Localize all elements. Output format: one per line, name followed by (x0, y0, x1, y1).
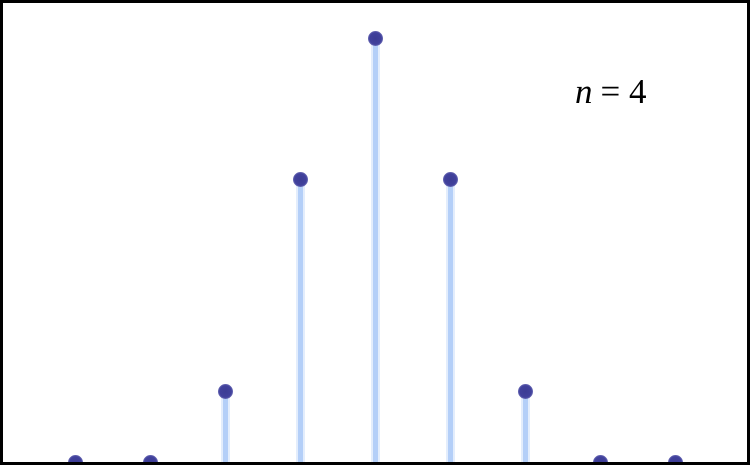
data-point-marker (292, 171, 308, 187)
data-point-marker (592, 454, 608, 462)
stem-line (370, 38, 380, 462)
stem-line (520, 391, 530, 462)
data-point-marker (67, 454, 83, 462)
data-point-marker (517, 383, 533, 399)
data-point-marker (142, 454, 158, 462)
stem-line (295, 179, 305, 462)
n-value: = 4 (600, 72, 647, 111)
stem-line (220, 391, 230, 462)
stem-line (445, 179, 455, 462)
data-point-marker (367, 30, 383, 46)
data-point-marker (217, 383, 233, 399)
n-equals-label: n = 4 (575, 71, 647, 113)
plot-area (3, 3, 747, 462)
n-variable: n (575, 72, 593, 111)
data-point-marker (442, 171, 458, 187)
data-point-marker (667, 454, 683, 462)
